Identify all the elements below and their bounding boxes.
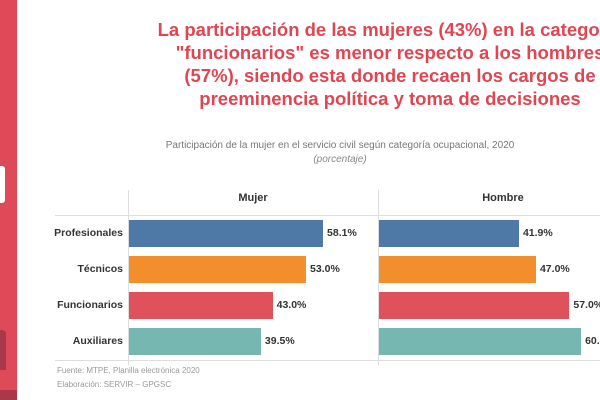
chart-title: Participación de la mujer en el servicio…: [165, 140, 515, 151]
bar-hombre: [379, 292, 570, 319]
side-tab: [0, 166, 5, 203]
data-label: 41.9%: [522, 227, 553, 239]
category-label: Auxiliares: [72, 335, 123, 347]
data-label: 57.0%: [573, 299, 600, 311]
headline-line: preeminencia política y toma de decision…: [199, 88, 581, 109]
bar-mujer: [129, 256, 307, 283]
panel-divider: [378, 190, 379, 365]
headline-line: (57%), siendo esta donde recaen los carg…: [184, 65, 596, 86]
data-label: 47.0%: [539, 263, 570, 275]
bar-hombre: [379, 220, 519, 247]
bar-hombre: [379, 328, 582, 355]
bottom-divider: [55, 360, 600, 361]
data-label: 60.5%: [585, 335, 600, 347]
panel-header-mujer: Mujer: [238, 192, 268, 204]
category-label: Funcionarios: [57, 299, 123, 311]
header-divider: [55, 215, 600, 216]
data-label: 43.0%: [276, 299, 307, 311]
headline-line: La participación de las mujeres (43%) en…: [157, 19, 600, 40]
strip-base: [0, 390, 17, 400]
data-label: 53.0%: [310, 263, 340, 275]
headline: La participación de las mujeres (43%) en…: [70, 18, 600, 110]
credit-note: Elaboración: SERVIR – GPGSC: [57, 380, 172, 389]
bar-mujer: [129, 220, 324, 247]
bar-mujer: [129, 292, 273, 319]
data-label: 39.5%: [264, 335, 295, 347]
bar-mujer: [129, 328, 261, 355]
chart-subtitle: (porcentaje): [313, 154, 367, 165]
panel-divider: [128, 190, 129, 365]
panel-header-hombre: Hombre: [482, 192, 524, 204]
category-label: Técnicos: [77, 263, 123, 275]
figure-illustration: [0, 330, 6, 370]
source-note: Fuente: MTPE, Planilla electrónica 2020: [57, 366, 200, 375]
headline-line: "funcionarios" es menor respecto a los h…: [175, 42, 600, 63]
bar-hombre: [379, 256, 536, 283]
category-label: Profesionales: [54, 227, 123, 239]
side-decoration-strip: [0, 0, 17, 400]
data-label: 58.1%: [327, 227, 357, 239]
